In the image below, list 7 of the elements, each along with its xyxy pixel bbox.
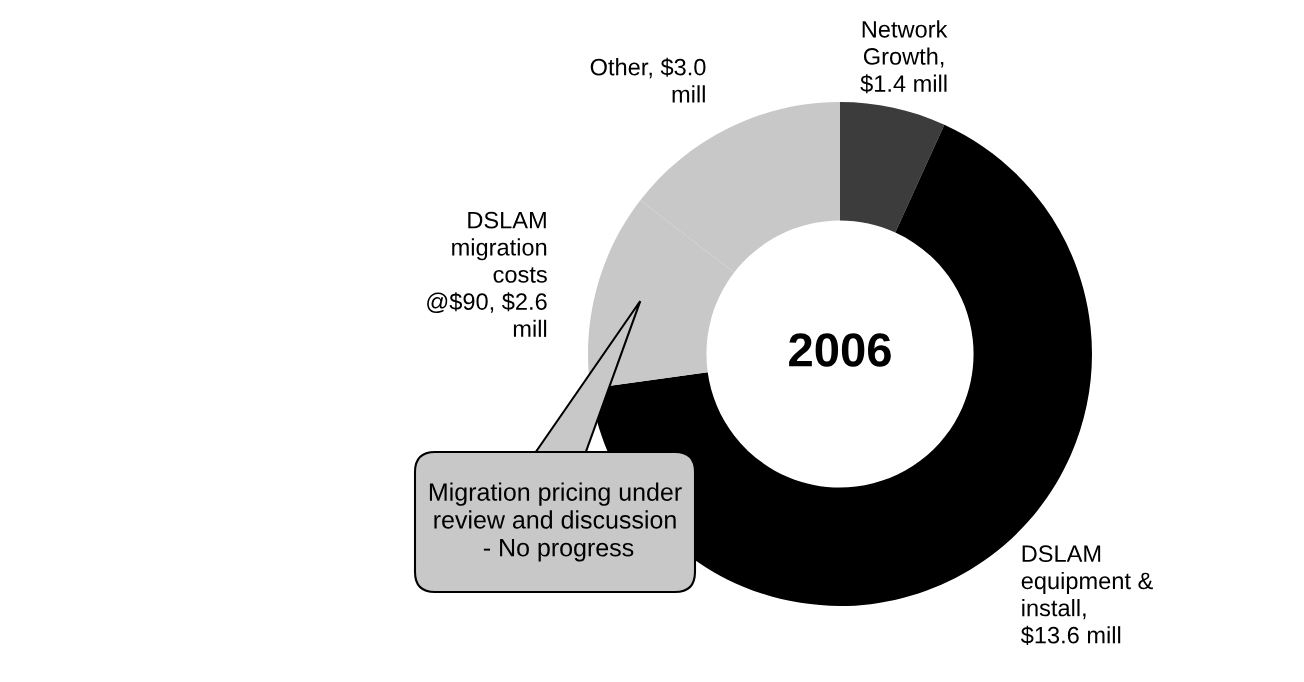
- donut-slice: [840, 102, 945, 233]
- slice-label: DSLAM equipment & install, $13.6 mill: [1020, 545, 1153, 645]
- slice-label: DSLAM migration costs @$90, $2.6 mill: [427, 211, 547, 337]
- text: 2006: [789, 333, 891, 367]
- slice-label: Network Growth, $1.4 mill: [860, 20, 948, 94]
- slice-label: Other, $3.0 mill: [590, 57, 706, 103]
- text: Migration pricing under review and discussion - No progress: [429, 482, 682, 562]
